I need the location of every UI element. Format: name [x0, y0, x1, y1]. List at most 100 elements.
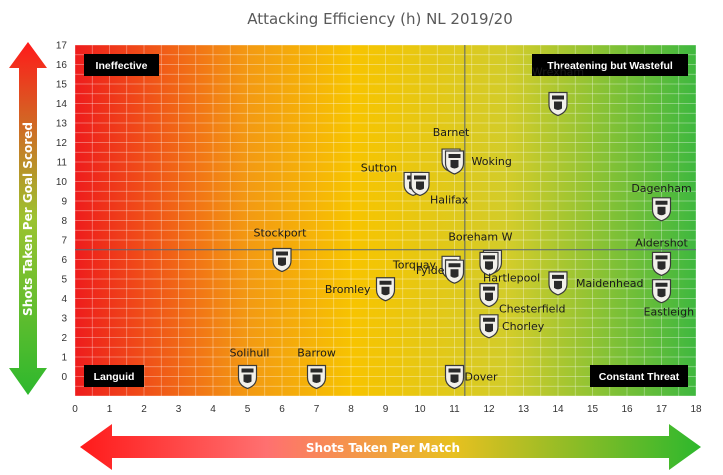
data-point: Stockport — [254, 227, 308, 273]
crest-detail-mark — [310, 368, 323, 383]
quadrant-label-languid: Languid — [94, 371, 135, 383]
quadrant-constant-threat: Constant Threat — [590, 365, 688, 387]
x-tick-label: 0 — [72, 404, 78, 415]
point-label: Torquay — [392, 258, 437, 271]
data-point: Maidenhead — [548, 271, 643, 296]
crest-detail-mark — [276, 251, 288, 266]
x-tick-label: 18 — [690, 404, 702, 415]
data-point: Dover — [444, 364, 498, 390]
x-axis-title: Shots Taken Per Match — [306, 441, 460, 455]
point-label: Solihull — [230, 347, 270, 360]
crest-detail-mark — [483, 286, 495, 302]
y-tick-label: 1 — [61, 353, 67, 364]
quadrant-languid: Languid — [84, 365, 144, 387]
data-point: Hartlepool — [479, 251, 540, 284]
y-tick-label: 14 — [56, 99, 68, 110]
point-label: Dagenham — [631, 182, 691, 195]
crest-detail-mark — [379, 280, 392, 296]
x-tick-label: 11 — [449, 404, 460, 415]
chart-title: Attacking Efficiency (h) NL 2019/20 — [247, 10, 513, 28]
data-point: Eastleigh — [644, 279, 695, 319]
reference-lines — [75, 45, 696, 396]
quadrant-label-threatening: Threatening but Wasteful — [547, 60, 673, 72]
y-tick-label: 15 — [56, 80, 68, 91]
plot-background — [75, 45, 696, 396]
data-point: Solihull — [230, 347, 270, 390]
data-point: Woking — [444, 150, 512, 175]
data-point: Wrexham — [532, 66, 584, 117]
y-tick-label: 0 — [61, 372, 67, 383]
data-point: Aldershot — [635, 236, 688, 277]
point-label: Barnet — [433, 126, 470, 139]
crest-detail-mark — [655, 282, 668, 298]
point-label: Boreham W — [448, 230, 512, 243]
crest-detail-mark — [655, 255, 668, 270]
point-label: Dover — [465, 371, 498, 384]
point-label: Halifax — [430, 193, 469, 206]
point-label: Sutton — [361, 161, 397, 174]
y-axis-title: Shots Taken Per Goal Scored — [21, 122, 35, 316]
data-point: Chorley — [479, 314, 545, 339]
x-tick-label: 8 — [348, 404, 354, 415]
crest-detail-mark — [483, 317, 495, 333]
y-tick-label: 4 — [61, 294, 67, 305]
point-label: Woking — [472, 155, 512, 168]
y-tick-label: 17 — [56, 41, 68, 52]
x-tick-label: 17 — [656, 404, 668, 415]
data-point: Fylde — [416, 259, 465, 284]
point-label: Stockport — [254, 227, 308, 240]
y-tick-label: 3 — [61, 314, 67, 325]
y-tick-label: 6 — [61, 255, 67, 266]
y-tick-label: 13 — [56, 119, 68, 130]
point-label: Chesterfield — [499, 303, 566, 316]
data-point: Dagenham — [631, 182, 692, 222]
y-tick-label: 11 — [57, 158, 68, 169]
x-tick-label: 7 — [314, 404, 320, 415]
x-tick-label: 4 — [210, 404, 216, 415]
x-tick-label: 9 — [383, 404, 389, 415]
crest-detail-mark — [483, 255, 495, 270]
quadrant-label-ineffective: Ineffective — [96, 60, 148, 72]
point-label: Chorley — [502, 320, 545, 333]
y-tick-label: 8 — [61, 216, 67, 227]
crest-detail-mark — [448, 154, 461, 169]
point-label: Barrow — [297, 347, 336, 360]
crest-detail-mark — [448, 368, 461, 383]
point-label: Fylde — [416, 264, 445, 277]
y-tick-label: 9 — [61, 197, 67, 208]
point-label: Eastleigh — [644, 306, 695, 319]
point-label: Wrexham — [532, 66, 584, 79]
point-label: Maidenhead — [576, 277, 643, 290]
x-tick-label: 16 — [621, 404, 633, 415]
y-tick-label: 16 — [56, 60, 68, 71]
data-point: Chesterfield — [479, 283, 566, 316]
y-tick-label: 12 — [56, 138, 68, 149]
crest-detail-mark — [448, 263, 461, 278]
x-tick-label: 3 — [176, 404, 182, 415]
point-label: Aldershot — [635, 236, 688, 249]
x-axis-arrow: Shots Taken Per Match — [80, 424, 701, 470]
crest-detail-mark — [655, 200, 668, 216]
x-tick-label: 6 — [279, 404, 285, 415]
x-tick-label: 13 — [518, 404, 530, 415]
point-label: Hartlepool — [483, 271, 540, 284]
data-point: Bromley — [325, 277, 396, 302]
y-tick-label: 7 — [61, 236, 67, 247]
x-tick-label: 5 — [245, 404, 251, 415]
x-tick-label: 14 — [552, 404, 564, 415]
x-axis-ticks: 0 1 2 3 4 5 6 7 8 9 10 11 12 13 14 15 16 17 18 — [72, 404, 702, 415]
y-tick-label: 2 — [61, 333, 67, 344]
crest-detail-mark — [552, 95, 564, 110]
x-tick-label: 10 — [414, 404, 426, 415]
quadrant-label-constant-threat: Constant Threat — [599, 371, 680, 383]
x-tick-label: 15 — [587, 404, 599, 415]
x-tick-label: 12 — [483, 404, 495, 415]
gridlines — [74, 44, 697, 397]
quadrant-ineffective: Ineffective — [84, 54, 159, 76]
data-point: Barrow — [297, 347, 336, 390]
point-label: Bromley — [325, 283, 371, 296]
crest-detail-mark — [414, 175, 426, 190]
data-points: Wrexham Barnet Woking Sutton Halifax Dagenham… — [230, 66, 695, 390]
y-axis-arrow: Shots Taken Per Goal Scored — [9, 42, 47, 395]
